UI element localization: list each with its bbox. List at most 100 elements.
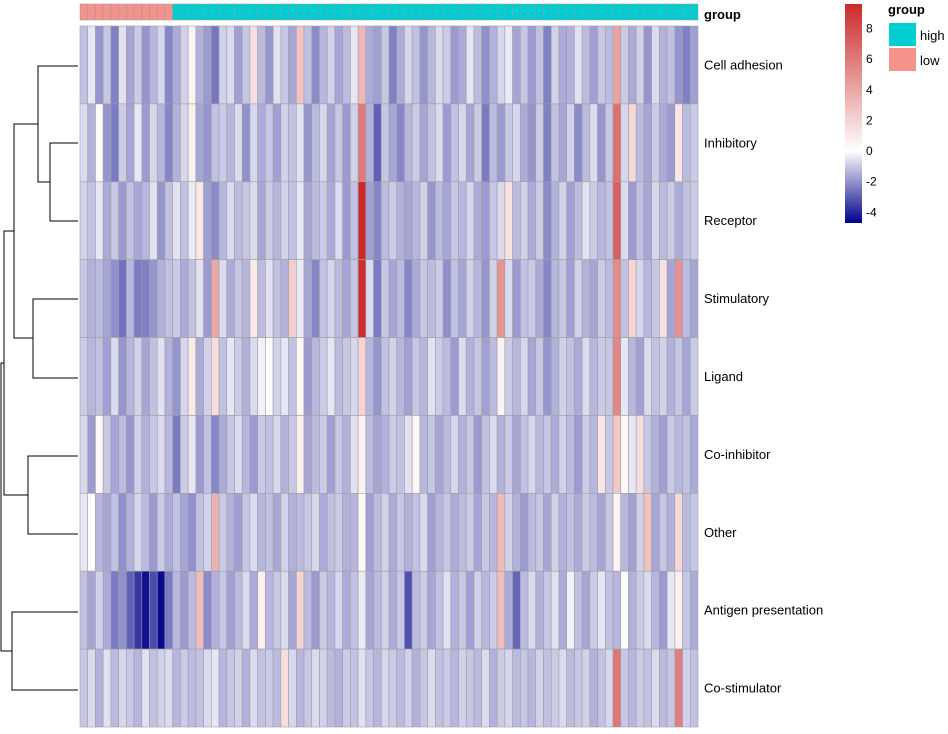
- heatmap-cell: [620, 337, 629, 416]
- heatmap-cell: [118, 259, 127, 338]
- heatmap-cell: [427, 259, 436, 338]
- heatmap-cell: [218, 181, 228, 260]
- heatmap-cell: [79, 337, 89, 416]
- heatmap-cell: [450, 25, 459, 105]
- heatmap-cell: [643, 25, 652, 105]
- heatmap-cell: [164, 25, 173, 105]
- heatmap-cell: [651, 25, 660, 105]
- heatmap-cell: [558, 181, 567, 260]
- heatmap-cell: [326, 648, 336, 728]
- annotation-cell: [566, 3, 575, 21]
- heatmap-cell: [604, 493, 614, 572]
- annotation-cell: [357, 3, 367, 21]
- heatmap-cell: [334, 648, 343, 728]
- heatmap-cell: [334, 570, 343, 650]
- heatmap-cell: [388, 259, 398, 338]
- heatmap-cell: [87, 103, 96, 183]
- row-label: Stimulatory: [704, 291, 770, 306]
- heatmap-cell: [566, 415, 575, 494]
- heatmap-cell: [388, 648, 398, 728]
- heatmap-cell: [257, 25, 266, 105]
- heatmap-cell: [589, 415, 598, 494]
- heatmap-cell: [280, 648, 289, 728]
- heatmap-cell: [689, 259, 699, 338]
- heatmap-cell: [87, 415, 96, 494]
- color-scale-tick-label: 2: [866, 113, 873, 127]
- heatmap-cell: [319, 648, 328, 728]
- heatmap-cell: [435, 103, 444, 183]
- heatmap-cell: [527, 181, 537, 260]
- heatmap-cell: [288, 493, 297, 572]
- heatmap-cell: [357, 570, 367, 650]
- heatmap-cell: [473, 337, 482, 416]
- heatmap-cell: [156, 181, 166, 260]
- heatmap-cell: [218, 337, 228, 416]
- heatmap-cell: [79, 648, 89, 728]
- heatmap-cell: [141, 103, 150, 183]
- heatmap-cell: [535, 181, 544, 260]
- heatmap-cell: [226, 648, 235, 728]
- heatmap-cell: [404, 25, 413, 105]
- annotation-cell: [659, 3, 668, 21]
- heatmap-cell: [543, 648, 552, 728]
- heatmap-cell: [187, 648, 197, 728]
- heatmap-cell: [319, 415, 328, 494]
- heatmap-cell: [288, 259, 297, 338]
- row-label: Cell adhesion: [704, 57, 783, 72]
- annotation-cell: [373, 3, 382, 21]
- heatmap-cell: [280, 493, 289, 572]
- heatmap-cell: [326, 181, 336, 260]
- heatmap-cell: [326, 415, 336, 494]
- heatmap-cell: [203, 493, 212, 572]
- heatmap-cell: [319, 493, 328, 572]
- heatmap-cell: [164, 493, 173, 572]
- heatmap-cell: [643, 648, 652, 728]
- annotation-cell: [126, 3, 135, 21]
- heatmap-cell: [295, 415, 305, 494]
- annotation-cell: [520, 3, 529, 21]
- heatmap-cell: [481, 493, 490, 572]
- heatmap-cell: [350, 648, 359, 728]
- heatmap-cell: [589, 103, 598, 183]
- heatmap-cell: [79, 181, 89, 260]
- heatmap-cell: [458, 570, 467, 650]
- heatmap-cell: [218, 103, 228, 183]
- heatmap-cell: [504, 181, 513, 260]
- heatmap-cell: [226, 415, 235, 494]
- heatmap-cell: [241, 103, 251, 183]
- heatmap-cell: [211, 103, 220, 183]
- heatmap-cell: [612, 570, 622, 650]
- heatmap-cell: [435, 181, 444, 260]
- heatmap-cell: [365, 25, 374, 105]
- annotation-cell: [350, 3, 359, 21]
- heatmap-cell: [520, 337, 529, 416]
- heatmap-cell: [659, 25, 668, 105]
- heatmap-cell: [249, 103, 258, 183]
- annotation-cell: [180, 3, 189, 21]
- heatmap-cell: [133, 570, 143, 650]
- heatmap-cell: [110, 181, 119, 260]
- heatmap-cell: [574, 415, 583, 494]
- heatmap-cell: [450, 415, 459, 494]
- heatmap-cell: [520, 570, 529, 650]
- heatmap-cell: [481, 25, 490, 105]
- heatmap-cell: [628, 415, 637, 494]
- heatmap-cell: [311, 337, 320, 416]
- heatmap-cell: [303, 570, 313, 650]
- heatmap-cell: [496, 259, 506, 338]
- annotation-cell: [110, 3, 119, 21]
- heatmap-cell: [203, 648, 212, 728]
- heatmap-cell: [643, 570, 652, 650]
- heatmap-cell: [234, 415, 243, 494]
- heatmap-cell: [427, 337, 436, 416]
- heatmap-cell: [620, 25, 629, 105]
- heatmap-cell: [574, 103, 583, 183]
- heatmap-cell: [411, 415, 421, 494]
- heatmap-cell: [435, 259, 444, 338]
- heatmap-cell: [203, 415, 212, 494]
- heatmap-cell: [674, 415, 683, 494]
- heatmap-cell: [311, 259, 320, 338]
- heatmap-cell: [149, 337, 158, 416]
- heatmap-cell: [380, 25, 390, 105]
- heatmap-cell: [512, 25, 521, 105]
